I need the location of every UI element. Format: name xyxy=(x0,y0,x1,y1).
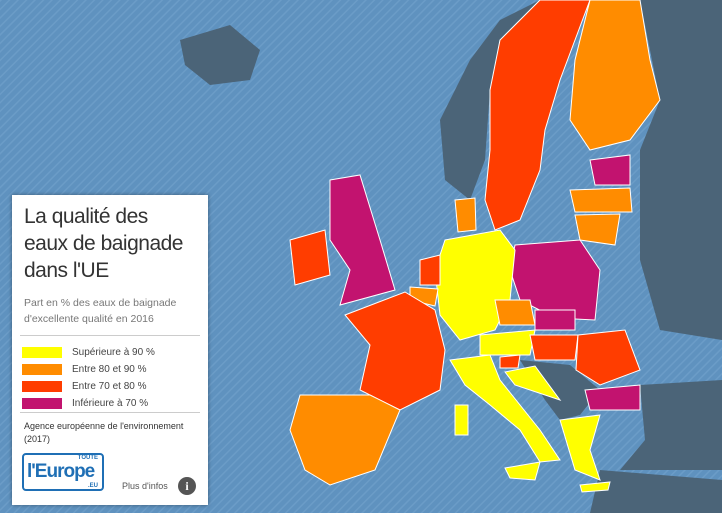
country xyxy=(344,291,446,411)
more-info[interactable]: Plus d'infos xyxy=(122,481,168,491)
country xyxy=(454,197,477,233)
country xyxy=(589,154,631,186)
country xyxy=(574,213,621,246)
legend-swatch xyxy=(22,347,62,358)
country xyxy=(419,254,441,286)
logo-top: TOUTE xyxy=(77,455,98,461)
legend-label: Entre 70 et 80 % xyxy=(72,381,147,392)
legend-swatch xyxy=(22,398,62,409)
country xyxy=(329,174,396,306)
country xyxy=(534,309,576,331)
title: La qualité des eaux de baignade dans l'U… xyxy=(24,205,184,282)
logo-suffix: .EU xyxy=(87,483,98,489)
legend-swatch xyxy=(22,364,62,375)
country xyxy=(575,329,641,386)
logo[interactable]: TOUTE l'Europe .EU xyxy=(22,453,104,491)
source: Agence européenne de l'environnement (20… xyxy=(24,421,184,444)
subtitle: Part en % des eaux de baignade d'excelle… xyxy=(24,297,177,325)
non-eu-land xyxy=(180,0,722,513)
country xyxy=(579,481,611,493)
separator xyxy=(20,412,200,413)
country xyxy=(504,461,541,481)
country xyxy=(494,299,536,326)
country xyxy=(289,394,401,486)
legend-label: Entre 80 et 90 % xyxy=(72,364,147,375)
country xyxy=(504,365,562,401)
country xyxy=(559,414,601,481)
country xyxy=(569,0,661,151)
country xyxy=(529,334,579,361)
country xyxy=(584,384,641,411)
legend-label: Inférieure à 70 % xyxy=(72,398,149,409)
country xyxy=(449,354,561,463)
separator xyxy=(20,335,200,336)
info-panel: La qualité des eaux de baignade dans l'U… xyxy=(12,195,208,505)
country xyxy=(499,354,521,369)
legend-label: Supérieure à 90 % xyxy=(72,347,155,358)
country xyxy=(569,187,633,213)
legend-swatch xyxy=(22,381,62,392)
country xyxy=(484,0,591,231)
country xyxy=(289,229,331,286)
country xyxy=(454,404,469,436)
logo-main: l'Europe xyxy=(27,461,95,482)
info-icon[interactable]: i xyxy=(178,477,196,495)
country xyxy=(479,329,536,356)
